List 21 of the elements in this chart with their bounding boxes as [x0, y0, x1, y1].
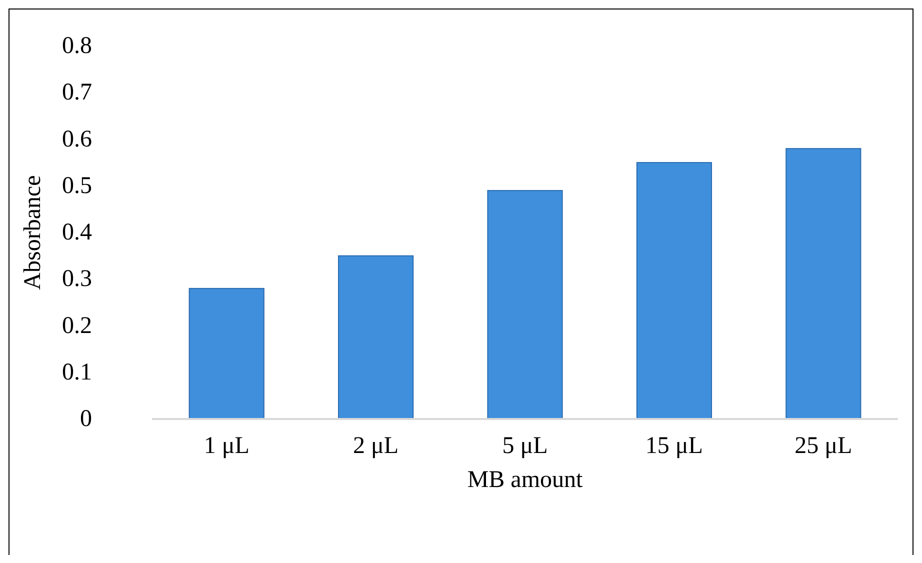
y-tick-label: 0.5 [62, 172, 92, 199]
x-tick-label: 25 μL [794, 433, 852, 459]
y-tick-label: 0.4 [62, 220, 92, 246]
x-tick-label: 5 μL [502, 433, 548, 459]
y-axis-title: Absorbance [20, 175, 46, 290]
y-tick-label: 0.3 [62, 266, 92, 292]
y-tick-label: 0.1 [62, 359, 92, 386]
bar [338, 255, 414, 420]
x-tick-label: 2 μL [353, 433, 399, 459]
y-tick-label: 0 [80, 406, 92, 432]
x-axis-title: MB amount [467, 467, 583, 493]
bar [636, 162, 712, 420]
y-tick-label: 0.2 [62, 312, 92, 339]
bar [487, 190, 563, 420]
bar [188, 288, 264, 420]
bar [786, 148, 862, 420]
y-tick-label: 0.7 [62, 80, 92, 106]
y-tick-label: 0.6 [62, 126, 92, 152]
x-tick-label: 1 μL [204, 433, 250, 459]
y-tick-label: 0.8 [62, 33, 92, 59]
x-tick-label: 15 μL [645, 433, 703, 459]
